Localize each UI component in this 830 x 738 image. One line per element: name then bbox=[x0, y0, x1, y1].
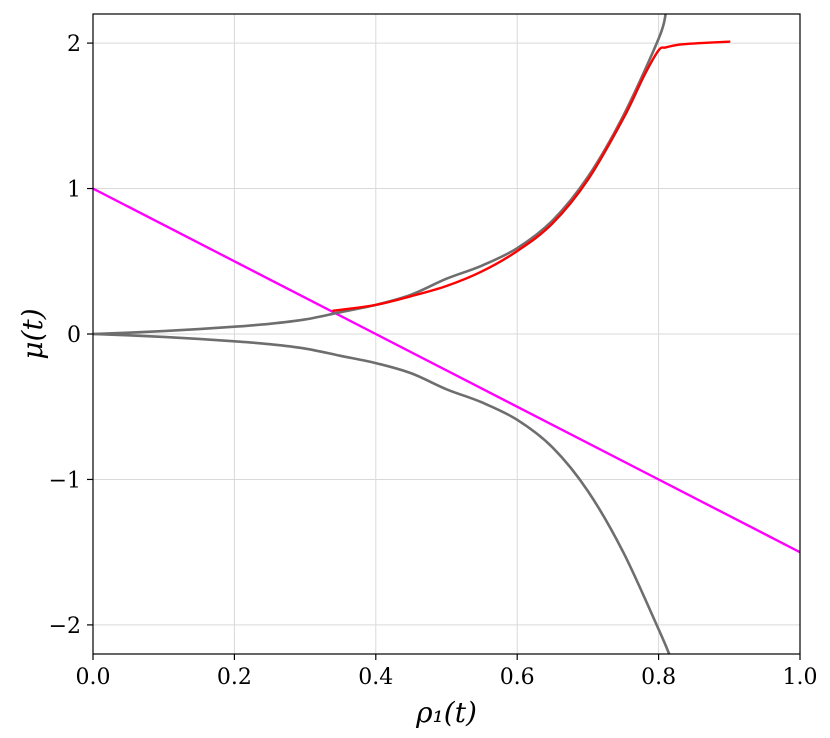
x-tick-label: 0.8 bbox=[641, 665, 676, 690]
plot-series bbox=[93, 14, 800, 654]
y-axis-label: μ(t) bbox=[16, 308, 49, 359]
y-tick-label: 2 bbox=[67, 32, 81, 57]
axis-ticks: 0.0 0.2 0.4 0.6 0.8 1.0 −2 −1 0 1 2 bbox=[49, 32, 818, 690]
series-red-curve bbox=[332, 40, 731, 312]
grid bbox=[92, 14, 801, 654]
series-gray-lower-curve bbox=[93, 332, 671, 654]
y-tick-label: 0 bbox=[67, 323, 81, 348]
x-axis-label: ρ₁(t) bbox=[415, 696, 477, 729]
series-gray-upper-curve bbox=[93, 14, 667, 336]
y-tick-label: 1 bbox=[67, 178, 81, 203]
x-tick-label: 0.0 bbox=[76, 665, 111, 690]
series-magenta-line bbox=[93, 187, 800, 554]
x-tick-label: 0.4 bbox=[358, 665, 393, 690]
y-tick-label: −2 bbox=[49, 614, 81, 639]
y-tick-label: −1 bbox=[49, 468, 81, 493]
x-tick-label: 0.6 bbox=[500, 665, 535, 690]
x-tick-label: 1.0 bbox=[783, 665, 818, 690]
x-tick-label: 0.2 bbox=[217, 665, 252, 690]
